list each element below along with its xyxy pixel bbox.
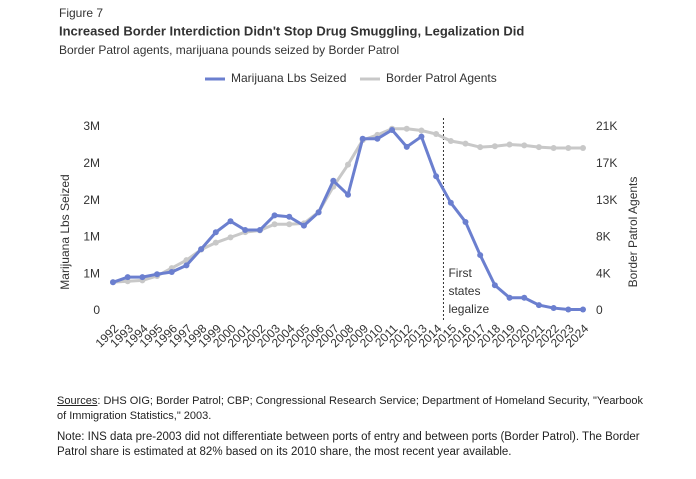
point xyxy=(330,177,337,184)
point xyxy=(212,239,219,246)
point xyxy=(271,212,278,219)
point xyxy=(389,126,396,133)
point xyxy=(359,135,366,142)
point xyxy=(124,274,131,281)
point xyxy=(565,306,572,313)
y2-tick-label: 13K xyxy=(596,193,617,207)
sources-label: Sources xyxy=(57,395,98,407)
point xyxy=(418,127,425,134)
annotation: states xyxy=(448,284,480,298)
point xyxy=(418,133,425,140)
point xyxy=(286,221,293,228)
point xyxy=(521,142,528,149)
point xyxy=(403,143,410,150)
point xyxy=(345,161,351,168)
point xyxy=(242,227,249,234)
point xyxy=(535,144,542,151)
point xyxy=(521,294,528,301)
point xyxy=(565,145,572,152)
y-tick-label: 0 xyxy=(93,303,100,317)
chart-subtitle: Border Patrol agents, marijuana pounds s… xyxy=(59,43,399,57)
point xyxy=(462,218,469,225)
point xyxy=(271,221,278,228)
y-tick-label: 2M xyxy=(83,193,100,207)
point xyxy=(447,138,454,145)
chart: Figure 7 Increased Border Interdiction D… xyxy=(58,6,640,350)
point xyxy=(580,306,586,313)
sources: Sources: DHS OIG; Border Patrol; CBP; Co… xyxy=(57,394,647,424)
sources-text: : DHS OIG; Border Patrol; CBP; Congressi… xyxy=(57,395,643,422)
annotation: First xyxy=(448,266,472,280)
point xyxy=(506,294,513,301)
legend-label: Marijuana Lbs Seized xyxy=(231,71,346,85)
chart-title: Increased Border Interdiction Didn't Sto… xyxy=(59,23,524,38)
legend-label: Border Patrol Agents xyxy=(386,71,497,85)
y-tick-label: 1M xyxy=(83,266,100,280)
point xyxy=(477,144,484,151)
point xyxy=(550,305,557,312)
point xyxy=(212,229,219,236)
point xyxy=(506,141,513,148)
y2-tick-label: 21K xyxy=(596,119,617,133)
point xyxy=(227,234,234,241)
point xyxy=(286,213,293,220)
point xyxy=(477,252,484,259)
point xyxy=(374,135,381,142)
y2-tick-label: 8K xyxy=(596,230,611,244)
point xyxy=(110,279,116,286)
point xyxy=(256,227,263,234)
point xyxy=(300,222,307,229)
y2-tick-label: 17K xyxy=(596,156,617,170)
point xyxy=(491,282,498,289)
y-tick-label: 1M xyxy=(83,230,100,244)
point xyxy=(154,271,161,278)
point xyxy=(198,246,205,253)
annotation: legalize xyxy=(448,302,489,316)
point xyxy=(535,302,542,309)
point xyxy=(491,143,498,150)
y2-axis-title: Border Patrol Agents xyxy=(626,177,640,288)
figure-label: Figure 7 xyxy=(59,6,103,20)
point xyxy=(447,199,454,206)
y2-tick-label: 4K xyxy=(596,266,611,280)
point xyxy=(315,209,322,216)
note: Note: INS data pre-2003 did not differen… xyxy=(57,431,640,458)
y-tick-label: 3M xyxy=(83,119,100,133)
point xyxy=(462,140,469,147)
y-axis-title: Marijuana Lbs Seized xyxy=(58,174,72,289)
series-line xyxy=(112,127,583,284)
point xyxy=(433,131,440,138)
point xyxy=(168,268,175,275)
point xyxy=(345,191,351,198)
point xyxy=(183,262,190,269)
y-tick-label: 2M xyxy=(83,156,100,170)
point xyxy=(580,145,586,152)
point xyxy=(433,173,440,180)
point xyxy=(139,274,146,281)
point xyxy=(227,218,234,225)
y2-tick-label: 0 xyxy=(596,303,603,317)
point xyxy=(403,125,410,132)
series-line xyxy=(112,128,583,312)
point xyxy=(550,145,557,152)
